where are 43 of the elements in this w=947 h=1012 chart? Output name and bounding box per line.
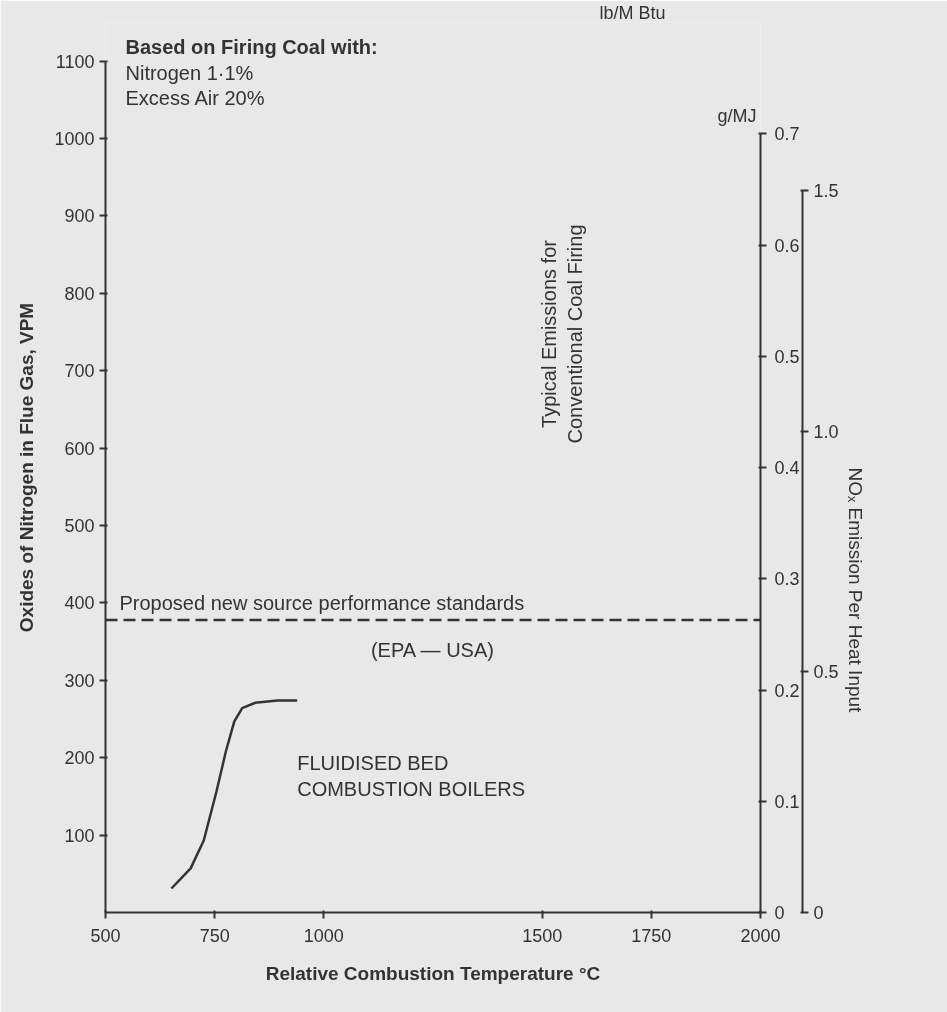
y-tick-label: 300 [64, 670, 95, 691]
x-tick-label: 500 [90, 925, 121, 946]
y2-tick-label: 0.7 [774, 124, 800, 145]
y-tick-label: 1100 [55, 51, 95, 72]
y3-tick-label: 1.0 [813, 421, 839, 442]
y-tick-label: 900 [64, 206, 95, 227]
y-tick-label: 200 [64, 748, 95, 769]
x-tick-label: 1500 [522, 925, 563, 946]
y-tick-label: 400 [64, 593, 95, 614]
y2-tick-label: 0.5 [774, 346, 800, 367]
x-tick-label: 1000 [303, 925, 344, 946]
x-axis-title: Relative Combustion Temperature °C [265, 962, 601, 984]
y2-tick-label: 0.2 [774, 680, 800, 701]
x-tick-label: 750 [199, 925, 230, 946]
y-tick-label: 600 [64, 438, 95, 459]
y-axis-title: Oxides of Nitrogen in Flue Gas, VPM [16, 302, 38, 633]
annotation: (EPA — USA) [370, 638, 494, 661]
y3-tick-label: 0.5 [813, 662, 839, 683]
ref-line-label: Proposed new source performance standards [119, 591, 525, 614]
y-tick-label: 800 [64, 283, 95, 304]
y3-tick-label: 1.5 [813, 181, 839, 202]
y-tick-label: 1000 [54, 129, 95, 150]
y3-tick-label: 0 [813, 903, 824, 923]
line-series [170, 699, 299, 890]
annotation: Based on Firing Coal with: [125, 35, 378, 58]
x-tick-label: 2000 [740, 925, 781, 946]
y-tick-label: 100 [64, 825, 95, 846]
x-tick-label: 1750 [631, 925, 672, 946]
y2-axis-title: g/MJ [717, 105, 757, 126]
annotation: lb/M Btu [599, 2, 666, 23]
y2-tick-label: 0.1 [774, 791, 800, 812]
y2-tick-label: 0 [774, 903, 785, 923]
annotation: Nitrogen 1·1% [125, 61, 254, 84]
text: FLUIDISED BED COMBUSTION BOILERS [297, 752, 526, 801]
y-tick-label: 700 [64, 361, 95, 382]
y2-tick-label: 0.6 [774, 235, 800, 256]
annotation: Conventional Coal Firing [563, 224, 586, 444]
annotation: Excess Air 20% [125, 86, 265, 109]
y2-tick-label: 0.4 [774, 458, 800, 478]
y2-tick-label: 0.3 [774, 569, 800, 590]
y3-axis-title: NOₓ Emission Per Heat Input [845, 467, 867, 714]
y-tick-label: 500 [64, 516, 95, 537]
annotation: Typical Emissions for [537, 239, 560, 428]
